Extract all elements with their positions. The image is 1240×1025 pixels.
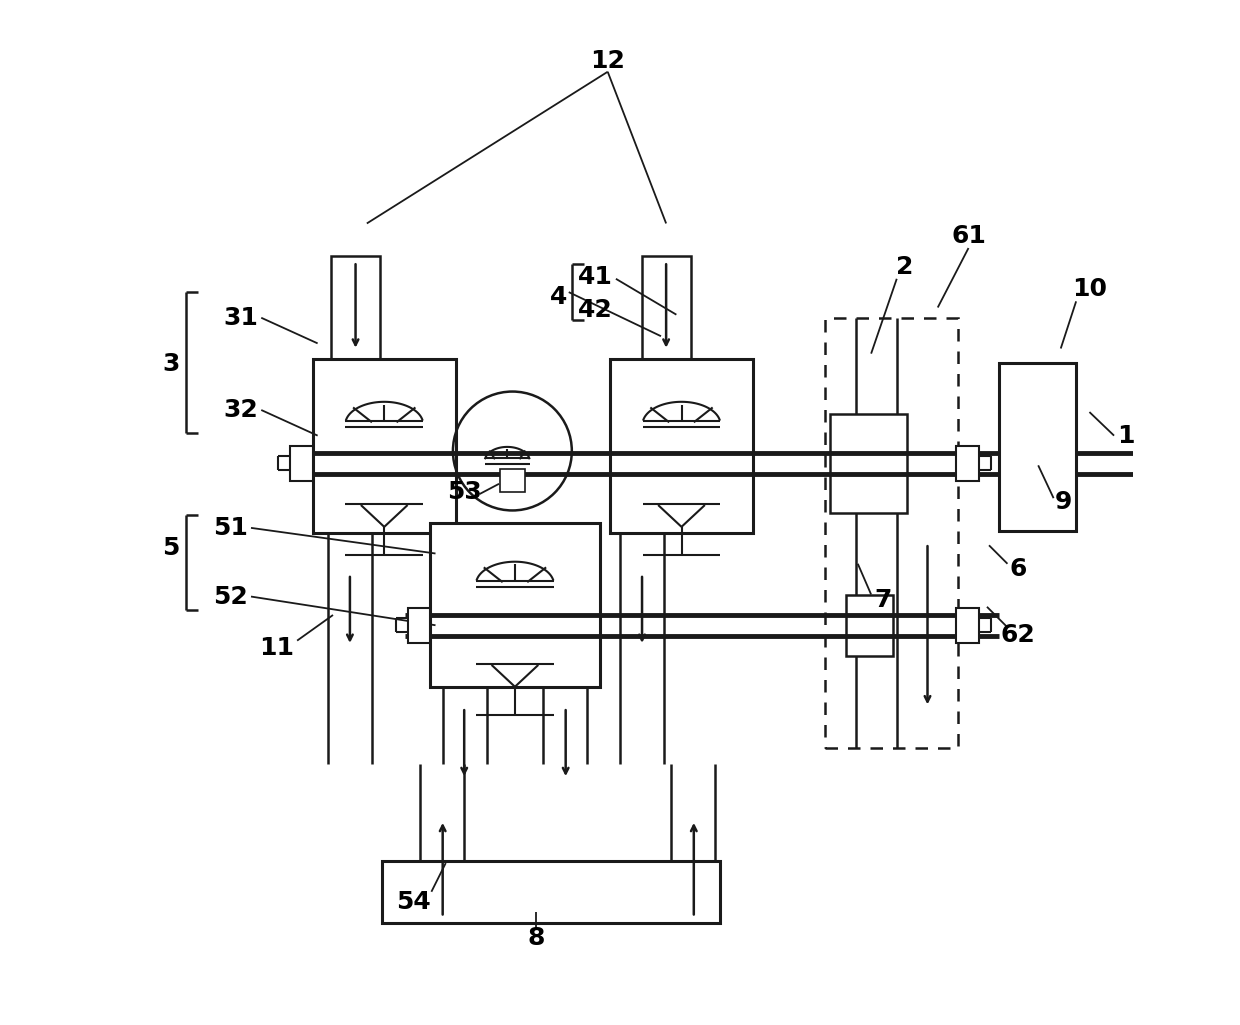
Text: 54: 54 [396,890,430,914]
Bar [290,446,312,481]
Bar [999,363,1076,531]
Text: 7: 7 [874,587,892,612]
Text: 62: 62 [1001,623,1035,648]
Text: 53: 53 [446,480,481,504]
Text: 61: 61 [951,223,986,248]
Text: 5: 5 [162,536,180,561]
Text: 12: 12 [590,49,625,74]
Bar [641,256,691,359]
Text: 11: 11 [259,636,294,660]
Bar [825,318,959,748]
Text: 9: 9 [1055,490,1073,515]
Bar [312,359,456,533]
Bar [500,469,525,492]
Text: 42: 42 [578,297,613,322]
Bar [382,861,720,922]
Bar [846,594,893,656]
Text: 8: 8 [527,926,544,950]
Bar [956,446,978,481]
Bar [956,608,978,643]
Text: 32: 32 [223,398,258,422]
Text: 1: 1 [1117,423,1135,448]
Text: 4: 4 [549,285,567,310]
Text: 31: 31 [223,305,258,330]
Bar [610,359,753,533]
Text: 41: 41 [578,264,613,289]
Text: 10: 10 [1071,277,1107,301]
Text: 3: 3 [162,352,180,376]
Bar [331,256,381,359]
Text: 52: 52 [213,584,248,609]
Text: 6: 6 [1009,557,1027,581]
Bar [830,414,906,512]
Bar [408,608,430,643]
Text: 2: 2 [897,254,914,279]
Text: 51: 51 [213,516,248,540]
Bar [430,523,599,687]
